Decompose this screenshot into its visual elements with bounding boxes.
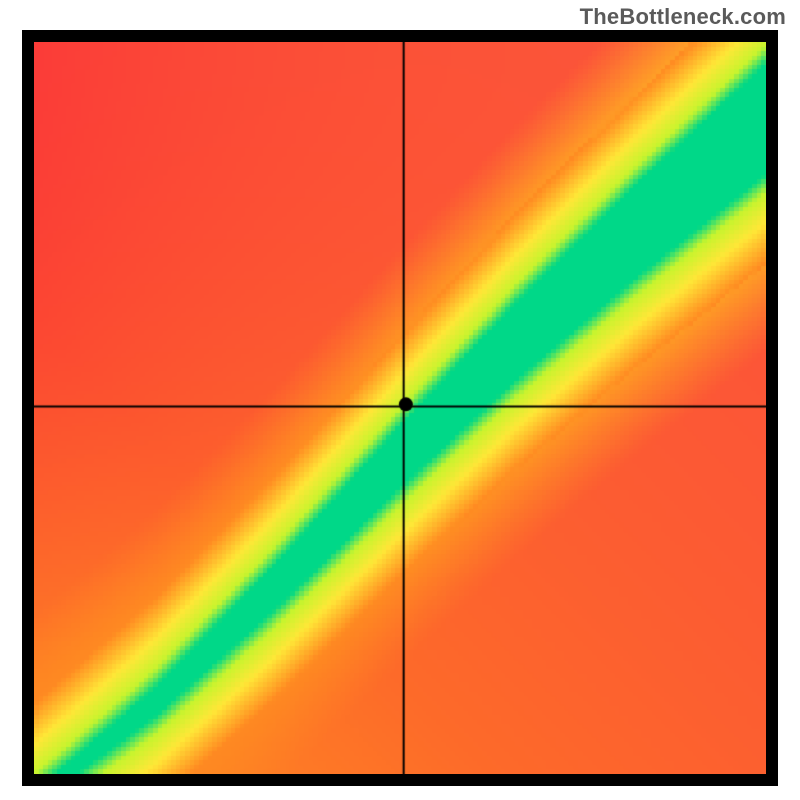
crosshair-overlay [34, 42, 766, 774]
watermark-text: TheBottleneck.com [580, 4, 786, 30]
chart-container: { "watermark": { "text": "TheBottleneck.… [0, 0, 800, 800]
